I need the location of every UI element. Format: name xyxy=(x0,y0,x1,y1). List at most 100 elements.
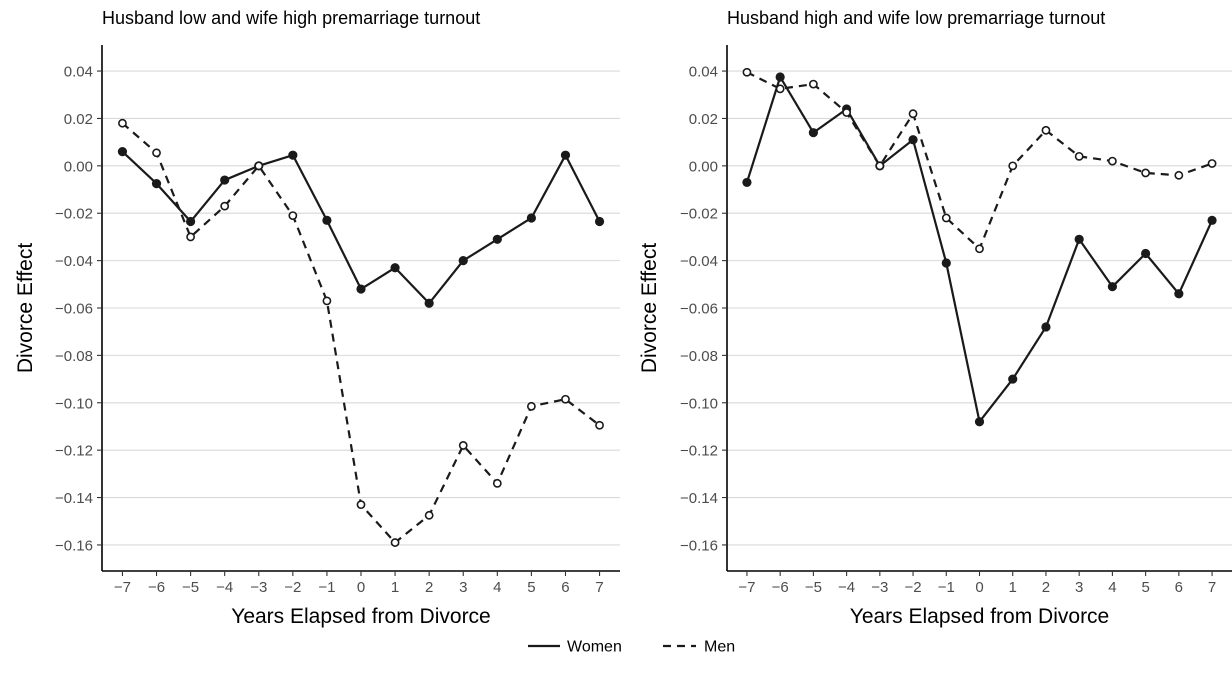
point-women xyxy=(492,234,502,244)
point-women xyxy=(1174,289,1184,299)
point-men xyxy=(875,161,885,171)
point-men xyxy=(1074,151,1084,161)
x-tick-label: 1 xyxy=(391,579,399,596)
legend: Women Men xyxy=(528,639,735,656)
y-tick-label: 0.00 xyxy=(689,158,718,175)
x-tick-label: 2 xyxy=(425,579,433,596)
x-tick-label: −6 xyxy=(772,579,789,596)
y-axis-label: Divorce Effect xyxy=(638,243,661,373)
legend-men-label: Men xyxy=(704,639,735,656)
point-men xyxy=(908,109,918,119)
series-line-women xyxy=(121,150,601,305)
y-tick-label: −0.16 xyxy=(55,537,93,554)
x-tick-label: 2 xyxy=(1042,579,1050,596)
x-tick-label: 6 xyxy=(1175,579,1183,596)
x-tick-label: −3 xyxy=(250,579,267,596)
x-tick-label: 5 xyxy=(527,579,535,596)
y-tick-label: 0.04 xyxy=(689,64,718,81)
point-women xyxy=(941,258,951,268)
point-men xyxy=(1207,159,1217,168)
x-tick-label: 7 xyxy=(1208,579,1216,596)
x-tick-label: 4 xyxy=(1108,579,1116,596)
series-line-men xyxy=(121,122,601,544)
point-women xyxy=(186,216,196,227)
point-men xyxy=(152,148,161,158)
point-women xyxy=(151,179,162,189)
y-tick-label: −0.08 xyxy=(680,348,718,365)
x-tick-label: −6 xyxy=(148,579,165,596)
y-tick-label: 0.04 xyxy=(64,64,93,81)
point-women xyxy=(356,284,366,294)
point-women xyxy=(1107,282,1117,292)
point-women xyxy=(1141,248,1151,259)
point-women xyxy=(775,72,785,82)
y-tick-label: −0.08 xyxy=(55,348,93,365)
x-tick-label: 5 xyxy=(1141,579,1149,596)
y-tick-label: 0.02 xyxy=(689,111,718,128)
point-men xyxy=(808,79,818,89)
x-tick-label: 3 xyxy=(459,579,467,596)
point-men xyxy=(118,118,127,128)
point-women xyxy=(742,177,752,188)
y-tick-label: −0.14 xyxy=(55,490,93,507)
x-tick-label: −1 xyxy=(938,579,955,596)
point-men xyxy=(775,84,785,94)
y-tick-label: −0.06 xyxy=(55,301,93,318)
point-men xyxy=(1107,156,1117,166)
y-tick-label: 0.02 xyxy=(64,111,93,128)
x-tick-label: −7 xyxy=(738,579,755,596)
point-women xyxy=(458,256,468,266)
y-tick-label: −0.02 xyxy=(55,206,93,223)
x-tick-label: 3 xyxy=(1075,579,1083,596)
x-tick-label: 1 xyxy=(1009,579,1017,596)
point-men xyxy=(1174,170,1184,180)
point-women xyxy=(594,216,605,227)
point-men xyxy=(941,213,951,223)
x-tick-label: 7 xyxy=(595,579,603,596)
y-tick-label: −0.14 xyxy=(680,490,718,507)
panel-title: Husband high and wife low premarriage tu… xyxy=(727,8,1105,28)
point-men xyxy=(975,244,984,254)
point-men xyxy=(288,211,298,220)
point-men xyxy=(492,478,502,488)
panel-title: Husband low and wife high premarriage tu… xyxy=(102,8,480,28)
point-men xyxy=(1141,168,1151,178)
point-women xyxy=(220,175,230,185)
point-men xyxy=(186,232,196,242)
y-tick-label: −0.12 xyxy=(55,443,93,460)
x-axis-label: Years Elapsed from Divorce xyxy=(231,605,491,628)
legend-women-label: Women xyxy=(567,639,622,656)
x-tick-label: −7 xyxy=(114,579,131,596)
y-tick-label: −0.10 xyxy=(55,395,93,412)
point-women xyxy=(322,215,332,225)
y-tick-label: −0.04 xyxy=(55,253,93,270)
point-men xyxy=(1008,161,1018,171)
x-tick-label: −4 xyxy=(838,579,855,596)
series-line-men xyxy=(746,71,1213,250)
x-tick-label: −3 xyxy=(871,579,888,596)
x-tick-label: −5 xyxy=(805,579,822,596)
point-women xyxy=(1041,322,1051,332)
point-women xyxy=(424,298,434,308)
x-tick-label: 0 xyxy=(357,579,365,596)
x-tick-label: −2 xyxy=(284,579,301,596)
x-tick-label: −4 xyxy=(216,579,233,596)
x-tick-label: −2 xyxy=(904,579,921,596)
point-men xyxy=(526,401,536,411)
point-men xyxy=(742,67,752,77)
left-panel: 0.04 0.02 0.00 −0.02 −0.04 −0.06 −0.08 −0.10 −0.… xyxy=(14,8,620,628)
point-women xyxy=(390,263,400,273)
point-men xyxy=(356,500,366,510)
x-axis-label: Years Elapsed from Divorce xyxy=(850,605,1110,628)
point-men xyxy=(595,420,604,430)
x-tick-label: 6 xyxy=(561,579,569,596)
point-men xyxy=(254,161,264,171)
point-women xyxy=(526,213,536,223)
y-axis-label: Divorce Effect xyxy=(14,243,37,373)
point-men xyxy=(322,296,332,306)
point-men xyxy=(390,538,400,547)
point-women xyxy=(117,147,128,157)
point-men xyxy=(1041,125,1051,135)
y-tick-label: −0.02 xyxy=(680,206,718,223)
